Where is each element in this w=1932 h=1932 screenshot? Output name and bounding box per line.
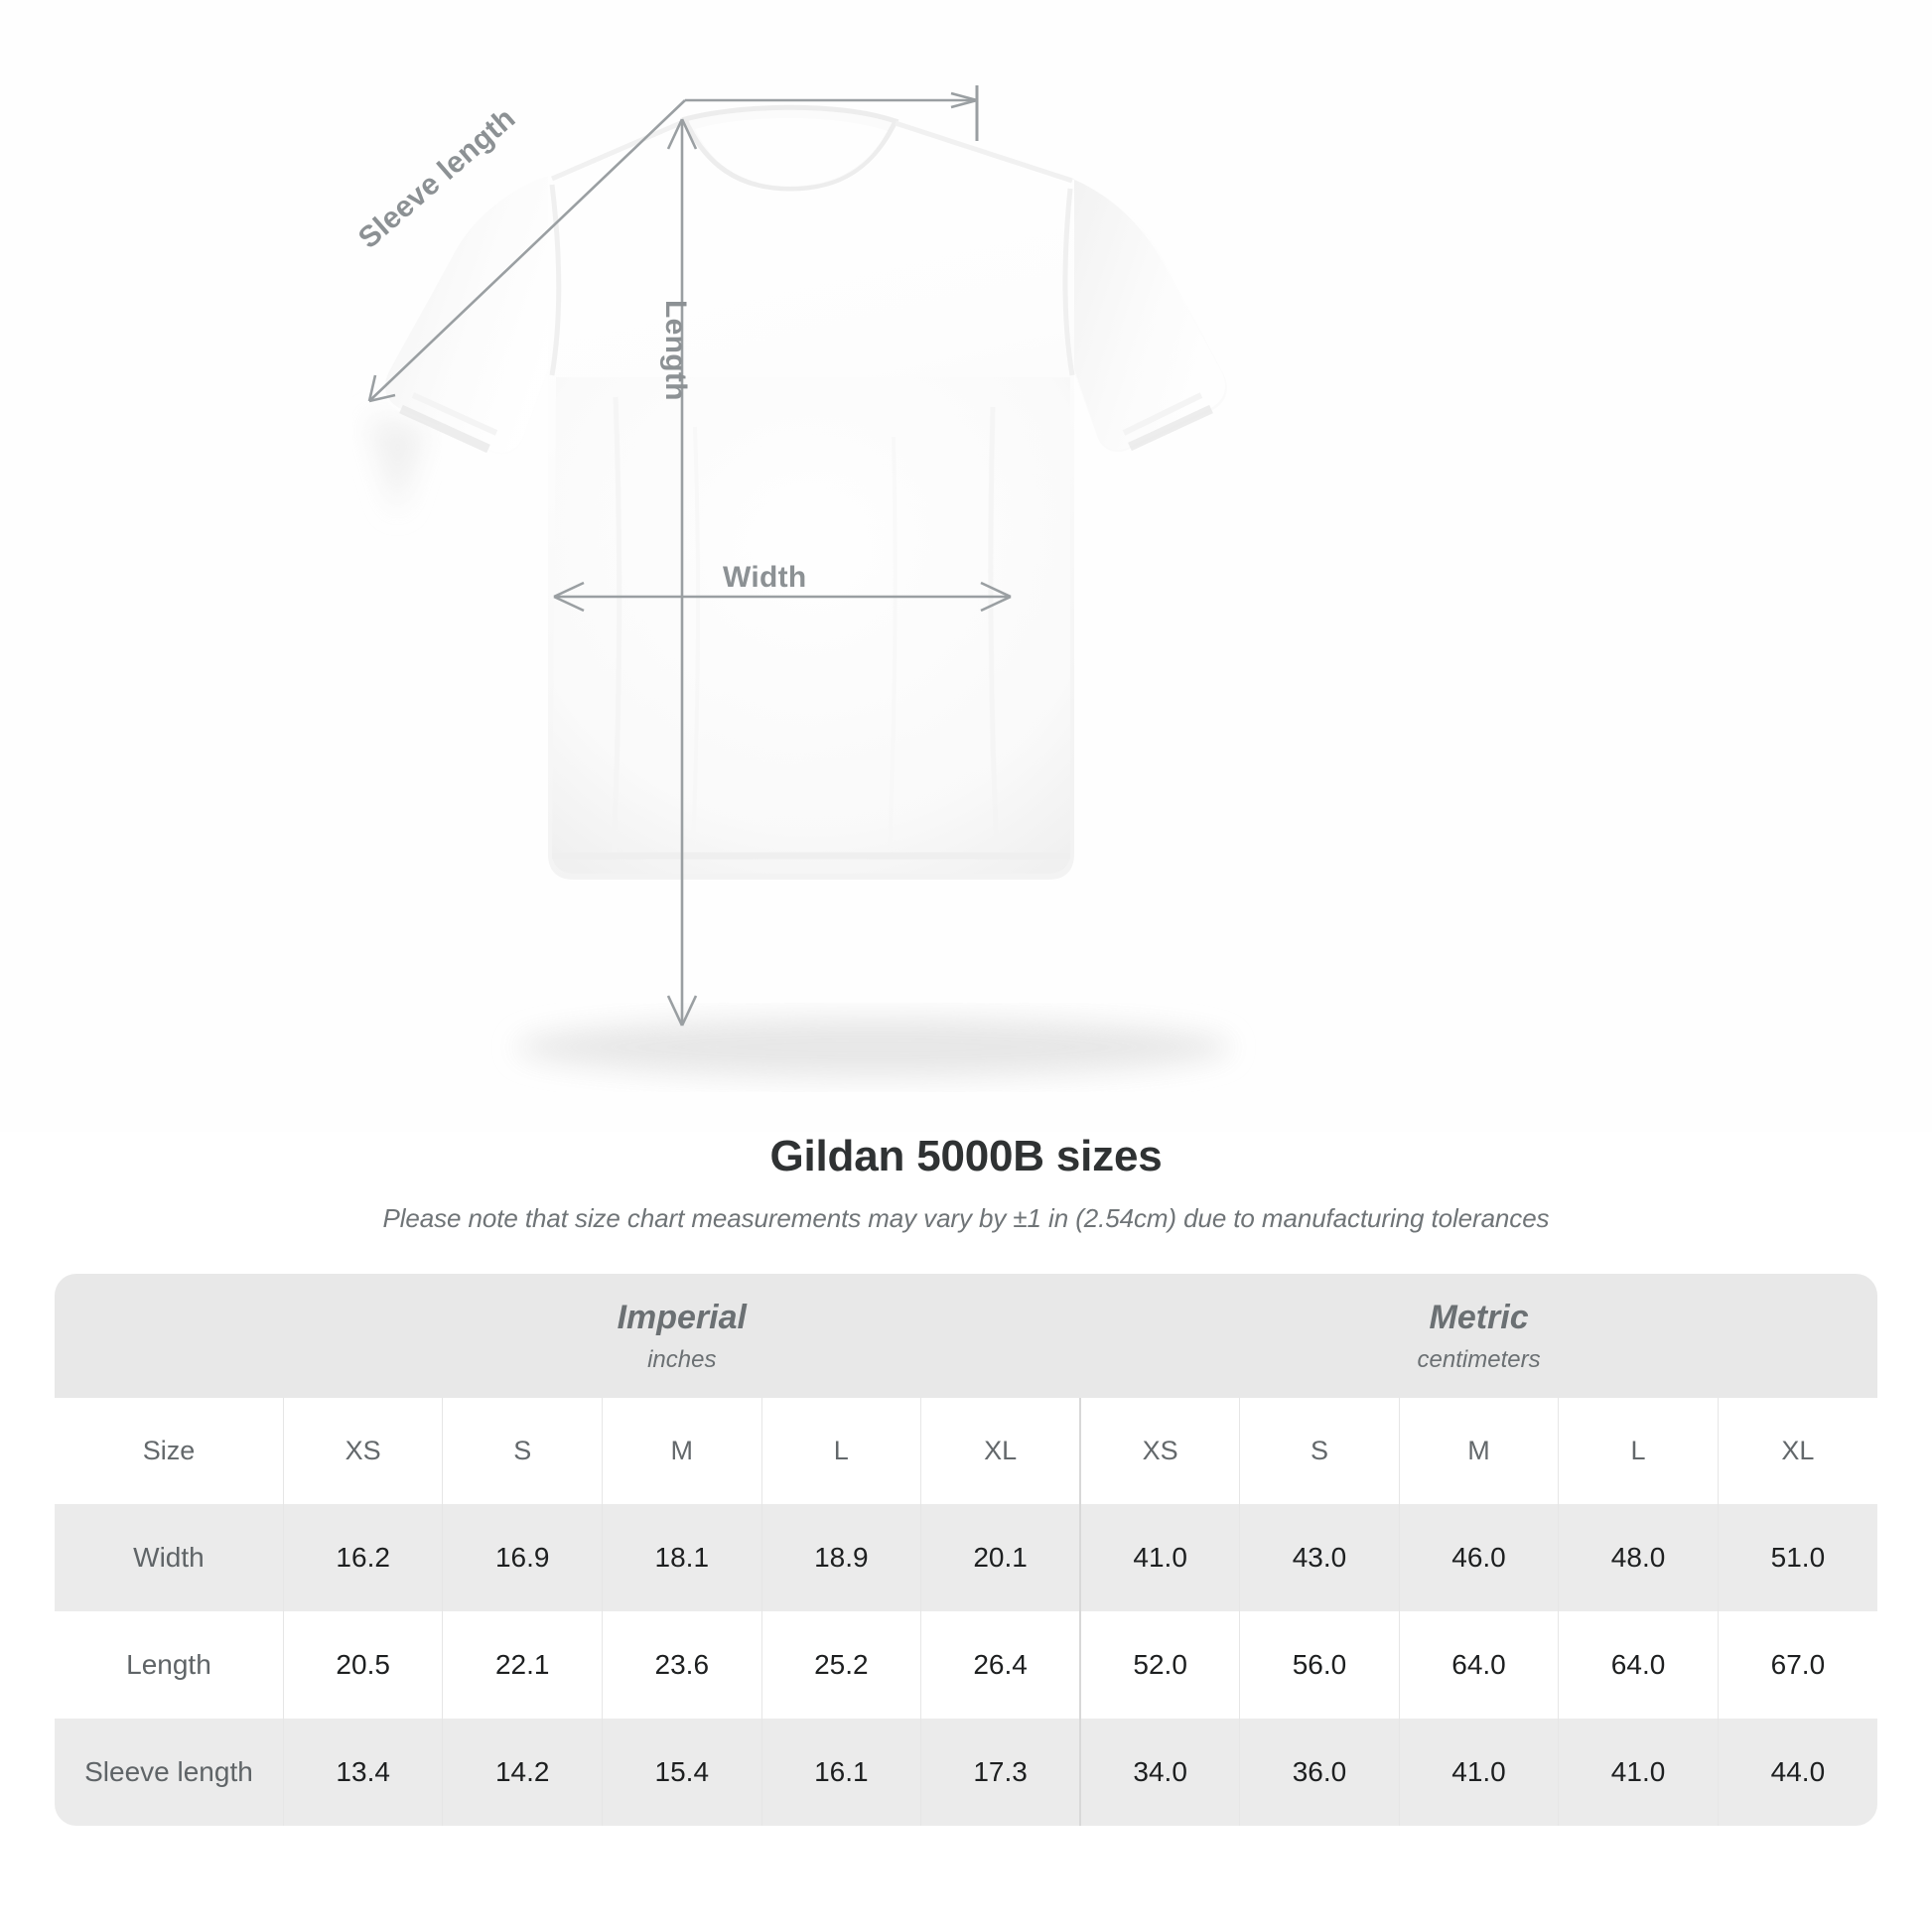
size-chart-table-wrapper: Imperial inches Metric centimeters Size …: [55, 1274, 1877, 1826]
cell-width-imperial-xl: 20.1: [920, 1504, 1082, 1611]
width-measure-arrow-icon: [553, 581, 1012, 613]
length-annotation-label: Length: [659, 300, 692, 401]
cell-sleeve-metric-xs: 34.0: [1080, 1719, 1241, 1826]
cell-width-metric-l: 48.0: [1558, 1504, 1719, 1611]
cell-width-imperial-s: 16.9: [442, 1504, 603, 1611]
cell-sleeve-imperial-s: 14.2: [442, 1719, 603, 1826]
width-annotation-label: Width: [723, 561, 807, 594]
cell-width-metric-s: 43.0: [1239, 1504, 1400, 1611]
column-header-metric-xl: XL: [1718, 1398, 1877, 1504]
cell-sleeve-metric-l: 41.0: [1558, 1719, 1719, 1826]
size-header-row: Size XS S M L XL XS S M L XL: [55, 1398, 1877, 1504]
column-header-imperial-s: S: [442, 1398, 603, 1504]
column-header-imperial-xs: XS: [283, 1398, 444, 1504]
row-label-sleeve-length: Sleeve length: [55, 1719, 284, 1826]
table-row: Sleeve length 13.4 14.2 15.4 16.1 17.3 3…: [55, 1719, 1877, 1826]
cell-width-imperial-xs: 16.2: [283, 1504, 444, 1611]
cell-width-metric-xl: 51.0: [1718, 1504, 1877, 1611]
table-row: Length 20.5 22.1 23.6 25.2 26.4 52.0 56.…: [55, 1611, 1877, 1719]
size-chart-table: Imperial inches Metric centimeters Size …: [55, 1274, 1877, 1826]
column-header-metric-xs: XS: [1080, 1398, 1241, 1504]
cell-sleeve-imperial-l: 16.1: [761, 1719, 922, 1826]
tshirt-icon: [367, 85, 1231, 1077]
column-header-metric-s: S: [1239, 1398, 1400, 1504]
length-measure-arrow-icon: [666, 118, 698, 1027]
table-row: Width 16.2 16.9 18.1 18.9 20.1 41.0 43.0…: [55, 1504, 1877, 1611]
cell-length-metric-xl: 67.0: [1718, 1611, 1877, 1719]
cell-sleeve-metric-m: 41.0: [1399, 1719, 1560, 1826]
cell-length-metric-s: 56.0: [1239, 1611, 1400, 1719]
cell-sleeve-imperial-m: 15.4: [602, 1719, 762, 1826]
cell-length-metric-xs: 52.0: [1080, 1611, 1241, 1719]
cell-width-imperial-l: 18.9: [761, 1504, 922, 1611]
cell-sleeve-imperial-xl: 17.3: [920, 1719, 1082, 1826]
unit-header-spacer: [55, 1274, 284, 1398]
unit-sub-metric: centimeters: [1417, 1345, 1541, 1373]
cell-length-imperial-xs: 20.5: [283, 1611, 444, 1719]
cell-length-imperial-xl: 26.4: [920, 1611, 1082, 1719]
page-title: Gildan 5000B sizes: [769, 1132, 1163, 1180]
unit-header-row: Imperial inches Metric centimeters: [55, 1274, 1877, 1398]
title-block: Gildan 5000B sizes Please note that size…: [0, 1132, 1932, 1234]
column-header-metric-m: M: [1399, 1398, 1560, 1504]
page-subtitle: Please note that size chart measurements…: [382, 1203, 1550, 1233]
sleeve-measure-arrow-icon: [367, 85, 979, 403]
cell-length-imperial-m: 23.6: [602, 1611, 762, 1719]
cell-length-metric-m: 64.0: [1399, 1611, 1560, 1719]
cell-length-imperial-s: 22.1: [442, 1611, 603, 1719]
cell-sleeve-metric-xl: 44.0: [1718, 1719, 1877, 1826]
cell-length-metric-l: 64.0: [1558, 1611, 1719, 1719]
size-chart-diagram: Sleeve length Length Width: [352, 85, 1231, 1077]
cell-sleeve-metric-s: 36.0: [1239, 1719, 1400, 1826]
column-header-imperial-l: L: [761, 1398, 922, 1504]
column-header-metric-l: L: [1558, 1398, 1719, 1504]
unit-header-imperial: Imperial inches: [283, 1274, 1081, 1398]
row-label-width: Width: [55, 1504, 284, 1611]
cell-length-imperial-l: 25.2: [761, 1611, 922, 1719]
column-header-imperial-m: M: [602, 1398, 762, 1504]
unit-header-metric: Metric centimeters: [1080, 1274, 1877, 1398]
cell-width-metric-xs: 41.0: [1080, 1504, 1241, 1611]
cell-sleeve-imperial-xs: 13.4: [283, 1719, 444, 1826]
unit-name-imperial: Imperial: [617, 1298, 747, 1336]
cell-width-imperial-m: 18.1: [602, 1504, 762, 1611]
cell-width-metric-m: 46.0: [1399, 1504, 1560, 1611]
column-header-size: Size: [55, 1398, 284, 1504]
unit-name-metric: Metric: [1429, 1298, 1529, 1336]
unit-sub-imperial: inches: [647, 1345, 717, 1373]
row-label-length: Length: [55, 1611, 284, 1719]
column-header-imperial-xl: XL: [920, 1398, 1082, 1504]
